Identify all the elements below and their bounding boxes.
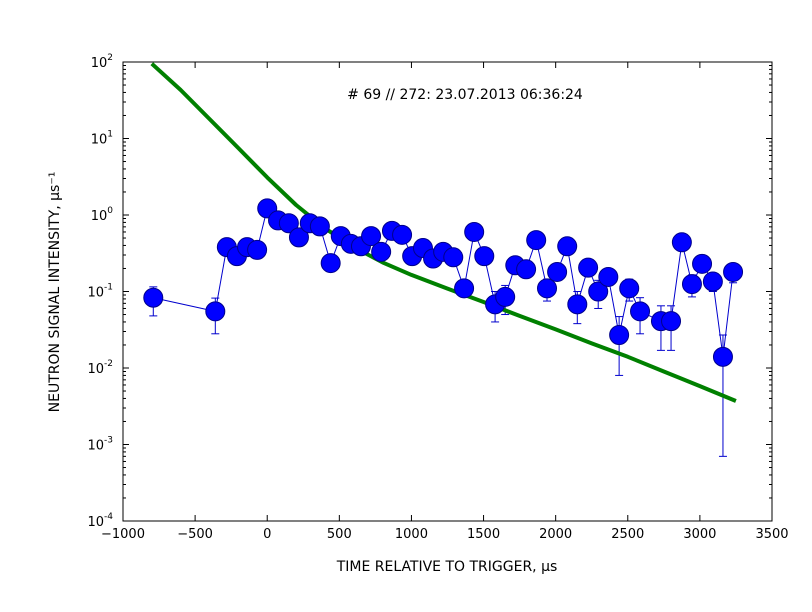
data-point [361, 226, 382, 247]
x-tick-label: 0 [263, 527, 271, 542]
data-point [474, 246, 495, 267]
x-tick-label: 2500 [611, 527, 644, 542]
data-point [454, 278, 475, 299]
x-tick-label: 3000 [683, 527, 716, 542]
data-point [702, 271, 723, 292]
y-axis-label: NEUTRON SIGNAL INTENSITY, μs⁻¹ [47, 172, 63, 413]
data-point [371, 241, 392, 262]
x-tick-label: 1000 [395, 527, 428, 542]
y-tick-label: 10-3 [87, 436, 113, 454]
data-point [247, 239, 268, 260]
data-point [567, 294, 588, 315]
y-tick-label: 101 [91, 130, 113, 148]
x-tick-label: −500 [177, 527, 213, 542]
y-tick-label: 10-4 [87, 512, 113, 530]
data-point [578, 257, 599, 278]
data-point [671, 232, 692, 253]
x-tick-label: −1000 [101, 527, 145, 542]
data-point [464, 221, 485, 242]
data-point [516, 259, 537, 280]
y-tick-label: 100 [91, 206, 114, 224]
y-tick-label: 10-1 [87, 283, 113, 301]
data-point [526, 230, 547, 251]
data-point [547, 261, 568, 282]
x-tick-label: 500 [327, 527, 352, 542]
data-point [443, 247, 464, 268]
y-tick-label: 102 [91, 53, 113, 71]
x-axis: −1000 −500 0 500 1000 1500 2000 2500 3000 3500 [101, 62, 789, 542]
data-point [320, 253, 341, 274]
data-point [681, 274, 702, 295]
data-point [712, 346, 733, 367]
y-tick-label: 10-2 [87, 359, 113, 377]
data-point [692, 253, 713, 274]
x-tick-label: 2000 [539, 527, 572, 542]
data-point [723, 261, 744, 282]
x-axis-label: TIME RELATIVE TO TRIGGER, μs [336, 559, 558, 575]
data-point [495, 286, 516, 307]
data-point [557, 236, 578, 257]
chart-annotation: # 69 // 272: 23.07.2013 06:36:24 [347, 87, 583, 103]
data-point [609, 325, 630, 346]
data-point [392, 224, 413, 245]
data-point [288, 227, 309, 248]
data-point [598, 266, 619, 287]
model-curve [150, 62, 737, 403]
data-point [309, 216, 330, 237]
x-tick-label: 1500 [467, 527, 500, 542]
data-point [630, 301, 651, 322]
data-point [278, 213, 299, 234]
data-point [588, 281, 609, 302]
x-tick-label: 3500 [755, 527, 788, 542]
series-layer [143, 62, 744, 457]
data-point [537, 278, 558, 299]
y-axis: 10-4 10-3 10-2 10-1 100 101 102 [87, 53, 772, 530]
data-point [143, 287, 164, 308]
data-point [619, 278, 640, 299]
data-point [661, 311, 682, 332]
data-point [205, 301, 226, 322]
